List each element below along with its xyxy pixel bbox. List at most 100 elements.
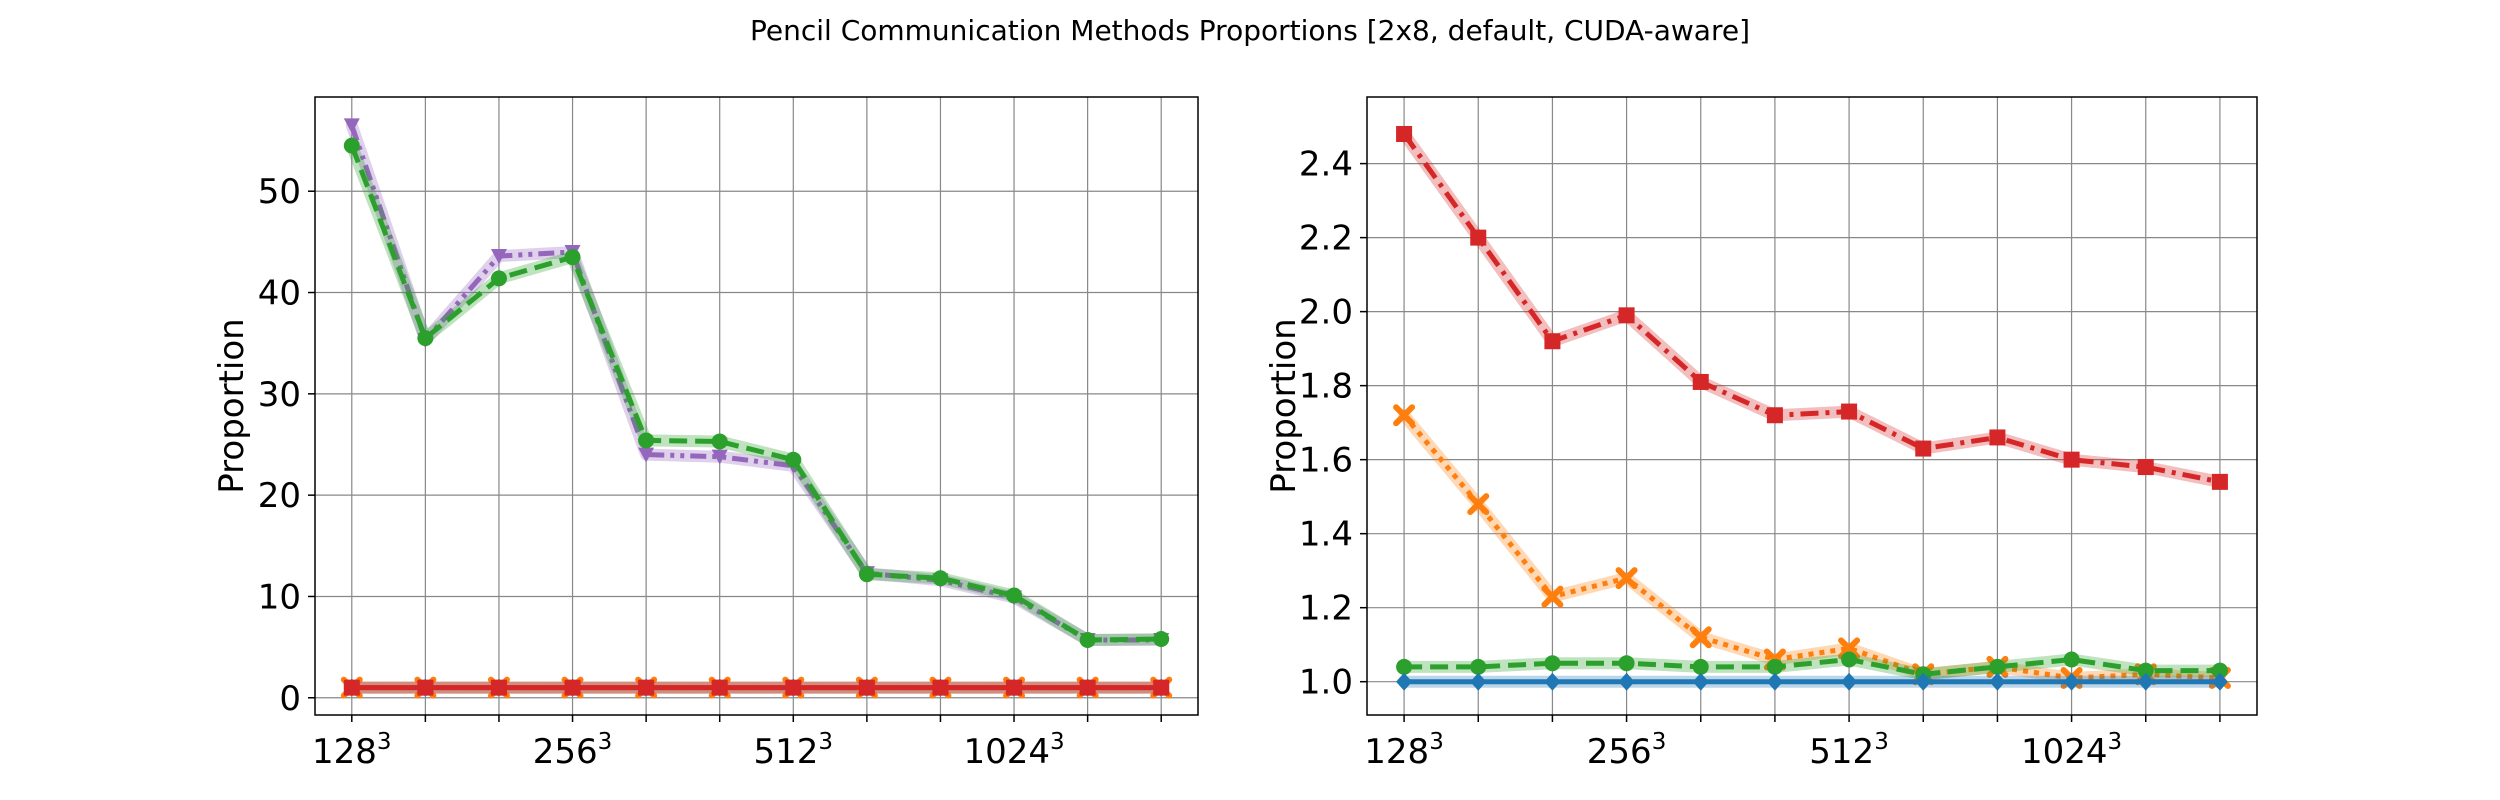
data-point-red (1692, 373, 1709, 390)
data-point-red (1470, 229, 1487, 246)
data-point-red (1915, 440, 1932, 457)
series-band-green (345, 139, 1168, 646)
series-band-orange (1398, 409, 2226, 684)
series-band-red (1398, 128, 2226, 488)
y-tick-label: 1.6 (1299, 441, 1353, 481)
y-tick-label: 20 (258, 476, 301, 516)
plot-area (340, 118, 1173, 699)
plot-frame (314, 96, 1199, 716)
data-point-red (1544, 333, 1561, 350)
data-point-green (1841, 651, 1858, 668)
x-tick-label: 10243 (963, 729, 1064, 772)
data-point-purple (490, 249, 507, 265)
data-point-blue (1470, 672, 1487, 691)
data-point-red (490, 679, 507, 696)
data-point-green (2063, 651, 2080, 668)
data-point-red (1989, 429, 2006, 446)
data-point-green (1544, 655, 1561, 672)
series-line-green (349, 144, 1162, 643)
y-tick-label: 30 (258, 375, 301, 415)
y-tick-label: 0 (279, 679, 301, 719)
plot-area (1393, 126, 2231, 691)
x-tick-label: 2563 (533, 729, 613, 772)
data-point-orange (1393, 404, 1416, 427)
data-point-red (1766, 407, 1783, 424)
data-point-blue (1989, 672, 2006, 691)
x-tick-label: 1283 (1364, 729, 1444, 772)
data-point-blue (1692, 672, 1709, 691)
y-tick-label: 1.4 (1299, 515, 1353, 555)
data-point-red (343, 679, 360, 696)
y-tick-label: 2.4 (1299, 145, 1353, 185)
series-red (1396, 126, 2228, 490)
y-tick-label: 10 (258, 577, 301, 617)
data-point-red (417, 679, 434, 696)
series-band-purple (345, 119, 1168, 646)
data-point-red (2211, 473, 2228, 490)
series-line-purple (349, 124, 1162, 643)
data-point-red (1079, 679, 1096, 696)
series-red (343, 679, 1170, 696)
series-green (343, 137, 1170, 649)
data-point-blue (2137, 672, 2154, 691)
data-point-green (2211, 662, 2228, 679)
series-purple (343, 118, 1170, 649)
data-point-green (1470, 658, 1487, 675)
figure-title: Pencil Communication Methods Proportions… (750, 14, 1750, 47)
data-point-red (858, 679, 875, 696)
series-line-orange (1402, 413, 2221, 681)
data-point-purple (711, 449, 728, 465)
data-point-green (1618, 655, 1635, 672)
data-point-blue (1766, 672, 1783, 691)
data-point-red (564, 679, 581, 696)
data-point-green (2137, 662, 2154, 679)
data-point-blue (1841, 672, 1858, 691)
data-point-red (2137, 459, 2154, 476)
y-tick-label: 40 (258, 274, 301, 314)
data-point-green (490, 270, 507, 287)
data-point-red (785, 679, 802, 696)
data-point-green (638, 432, 655, 449)
x-tick-label: 5123 (754, 729, 834, 772)
x-tick-label: 5123 (1809, 729, 1889, 772)
data-point-green (1006, 587, 1023, 604)
y-axis-label: Proportion (1264, 318, 1304, 493)
data-point-red (711, 679, 728, 696)
data-point-blue (2211, 672, 2228, 691)
x-tick-label: 2563 (1587, 729, 1667, 772)
data-point-green (343, 137, 360, 154)
data-point-orange (1467, 493, 1490, 516)
data-point-red (1396, 126, 1413, 143)
data-point-red (1006, 679, 1023, 696)
y-tick-label: 1.0 (1299, 663, 1353, 703)
data-point-green (711, 433, 728, 450)
y-tick-label: 1.2 (1299, 589, 1353, 629)
series-line-green (1404, 657, 2220, 677)
data-point-blue (1618, 672, 1635, 691)
y-tick-label: 2.2 (1299, 219, 1353, 259)
data-point-blue (1396, 672, 1413, 691)
series-line-red (1402, 132, 2221, 485)
plot-frame (1366, 96, 2258, 716)
data-point-red (2063, 451, 2080, 468)
data-point-orange (1689, 626, 1712, 649)
data-point-green (932, 570, 949, 587)
data-point-purple (638, 447, 655, 463)
chart-panel-2: 1.0 1.2 1.4 1.6 1.8 2.0 2.2 2.4 1283 2563 5123 1024… (1264, 96, 2258, 772)
data-point-green (1766, 658, 1783, 675)
data-point-green (1153, 631, 1170, 648)
data-point-blue (1915, 672, 1932, 691)
data-point-green (1692, 658, 1709, 675)
data-point-red (1618, 307, 1635, 324)
data-point-green (858, 566, 875, 583)
data-point-green (564, 249, 581, 266)
data-point-purple (343, 118, 360, 134)
data-point-green (785, 451, 802, 468)
data-point-green (1396, 658, 1413, 675)
x-tick-label: 1283 (312, 729, 392, 772)
y-axis-label: Proportion (212, 318, 252, 493)
series-orange (1393, 404, 2231, 689)
x-tick-label: 10243 (2021, 729, 2122, 772)
